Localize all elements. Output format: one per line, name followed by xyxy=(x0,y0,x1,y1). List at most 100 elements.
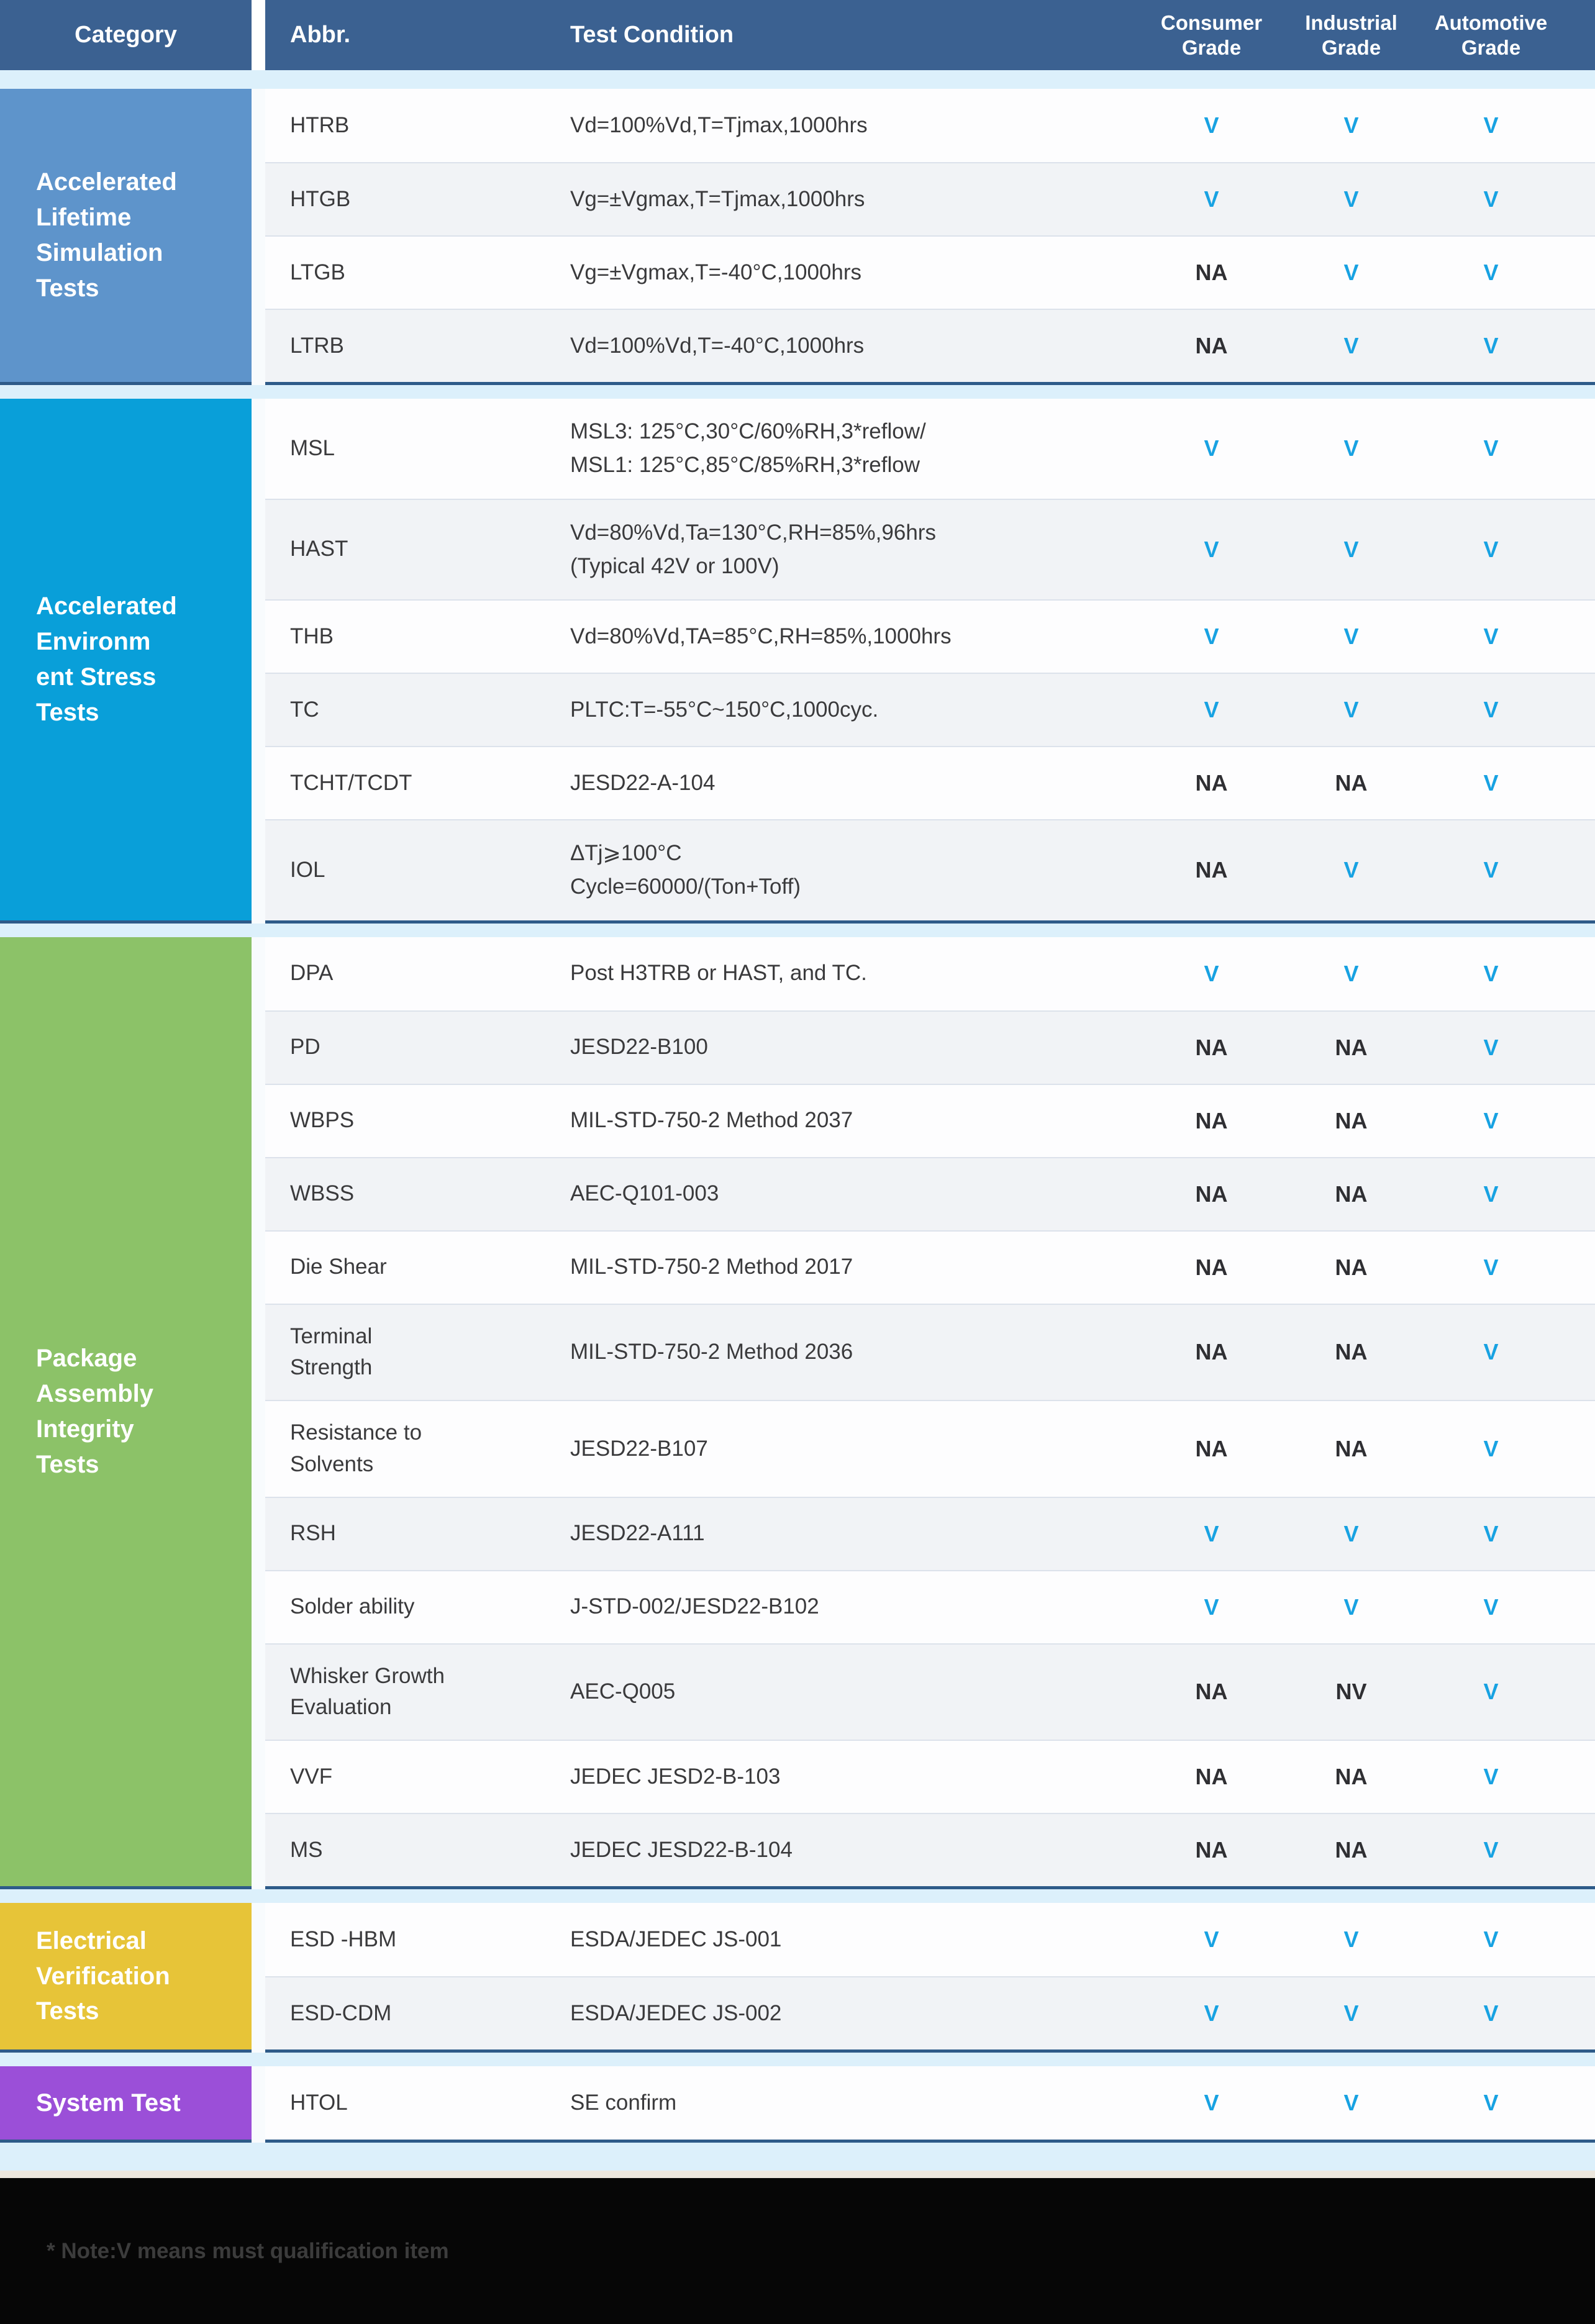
abbr-cell: Terminal Strength xyxy=(290,1323,373,1380)
industrial-grade-cell: V xyxy=(1343,186,1359,212)
industrial-grade-cell: V xyxy=(1343,624,1359,649)
automotive-grade-cell: V xyxy=(1483,624,1499,649)
condition-cell: JESD22-B100 xyxy=(570,1035,708,1060)
section-rows: HTOL SE confirm V V V xyxy=(265,2066,1595,2143)
automotive-grade-cell: V xyxy=(1483,186,1499,212)
abbr-cell: VVF xyxy=(290,1764,333,1789)
column-gutter xyxy=(252,937,265,1889)
consumer-grade-cell: V xyxy=(1204,624,1219,649)
table-row: Solder ability J-STD-002/JESD22-B102 V V V xyxy=(265,1569,1595,1643)
consumer-grade-cell: NA xyxy=(1195,1435,1228,1461)
abbr-cell: RSH xyxy=(290,1521,336,1546)
industrial-grade-cell: NA xyxy=(1335,1435,1368,1461)
abbr-cell: WBPS xyxy=(290,1108,355,1133)
table-row: MSL MSL3: 125°C,30°C/60%RH,3*reflow/ MSL1… xyxy=(265,399,1595,499)
condition-cell: Vd=80%Vd,Ta=130°C,RH=85%,96hrs (Typical … xyxy=(570,520,936,578)
category-cell: Electrical Verification Tests xyxy=(0,1903,252,2053)
consumer-grade-cell: NA xyxy=(1195,1339,1228,1365)
table-row: PD JESD22-B100 NA NA V xyxy=(265,1010,1595,1084)
consumer-grade-cell: V xyxy=(1204,1520,1219,1546)
industrial-grade-cell: NA xyxy=(1335,1181,1368,1207)
industrial-grade-cell: V xyxy=(1343,1927,1359,1952)
condition-cell: JESD22-B107 xyxy=(570,1436,708,1461)
abbr-cell: Whisker Growth Evaluation xyxy=(290,1663,445,1720)
test-section: Accelerated Environm ent Stress Tests MSL… xyxy=(0,399,1595,924)
test-section: System Test HTOL SE confirm V V V xyxy=(0,2066,1595,2143)
abbr-cell: LTRB xyxy=(290,333,344,358)
industrial-grade-cell: V xyxy=(1343,112,1359,138)
automotive-grade-cell: V xyxy=(1483,1520,1499,1546)
column-gutter xyxy=(252,89,265,385)
category-cell: Package Assembly Integrity Tests xyxy=(0,937,252,1889)
table-row: MS JEDEC JESD22-B-104 NA NA V xyxy=(265,1813,1595,1886)
header-consumer-grade: Consumer Grade xyxy=(1160,11,1263,59)
condition-cell: SE confirm xyxy=(570,2090,677,2115)
automotive-grade-cell: V xyxy=(1483,333,1499,358)
industrial-grade-cell: V xyxy=(1343,2090,1359,2115)
industrial-grade-cell: NV xyxy=(1335,1679,1367,1705)
consumer-grade-cell: NA xyxy=(1195,1679,1228,1705)
condition-cell: AEC-Q005 xyxy=(570,1679,676,1704)
consumer-grade-cell: V xyxy=(1204,536,1219,562)
table-row: IOL ΔTj⩾100°C Cycle=60000/(Ton+Toff) NA V V xyxy=(265,819,1595,920)
table-row: ESD -HBM ESDA/JEDEC JS-001 V V V xyxy=(265,1903,1595,1976)
test-section: Electrical Verification Tests ESD -HBM ESD… xyxy=(0,1903,1595,2053)
header-automotive-grade: Automotive Grade xyxy=(1434,11,1548,59)
table-row: Whisker Growth Evaluation AEC-Q005 NA NV V xyxy=(265,1643,1595,1740)
abbr-cell: PD xyxy=(290,1035,320,1060)
condition-cell: JESD22-A111 xyxy=(570,1521,705,1546)
automotive-grade-cell: V xyxy=(1483,2000,1499,2026)
test-section: Accelerated Lifetime Simulation Tests HTR… xyxy=(0,89,1595,385)
header-gutter xyxy=(252,0,265,70)
consumer-grade-cell: V xyxy=(1204,697,1219,722)
section-rows: MSL MSL3: 125°C,30°C/60%RH,3*reflow/ MSL1… xyxy=(265,399,1595,924)
automotive-grade-cell: V xyxy=(1483,435,1499,461)
consumer-grade-cell: NA xyxy=(1195,1837,1228,1863)
table-row: RSH JESD22-A111 V V V xyxy=(265,1496,1595,1570)
table-header-row: Category Abbr. Test Condition Consumer G… xyxy=(0,0,1595,70)
industrial-grade-cell: V xyxy=(1343,333,1359,358)
category-cell: Accelerated Lifetime Simulation Tests xyxy=(0,89,252,385)
abbr-cell: MS xyxy=(290,1837,323,1862)
condition-cell: Vd=100%Vd,T=-40°C,1000hrs xyxy=(570,333,865,358)
table-row: VVF JEDEC JESD2-B-103 NA NA V xyxy=(265,1740,1595,1813)
automotive-grade-cell: V xyxy=(1483,1594,1499,1620)
table-row: HTRB Vd=100%Vd,T=Tjmax,1000hrs V V V xyxy=(265,89,1595,162)
condition-cell: Vd=80%Vd,TA=85°C,RH=85%,1000hrs xyxy=(570,624,952,648)
table-row: DPA Post H3TRB or HAST, and TC. V V V xyxy=(265,937,1595,1010)
abbr-cell: TCHT/TCDT xyxy=(290,770,412,795)
table-row: HTOL SE confirm V V V xyxy=(265,2066,1595,2140)
table-row: LTGB Vg=±Vgmax,T=-40°C,1000hrs NA V V xyxy=(265,235,1595,309)
condition-cell: Vg=±Vgmax,T=-40°C,1000hrs xyxy=(570,260,861,284)
condition-cell: ΔTj⩾100°C Cycle=60000/(Ton+Toff) xyxy=(570,841,801,899)
condition-cell: JESD22-A-104 xyxy=(570,770,716,795)
industrial-grade-cell: NA xyxy=(1335,1107,1368,1133)
condition-cell: J-STD-002/JESD22-B102 xyxy=(570,1594,819,1619)
industrial-grade-cell: V xyxy=(1343,435,1359,461)
consumer-grade-cell: NA xyxy=(1195,857,1228,883)
abbr-cell: HAST xyxy=(290,537,348,561)
table-row: LTRB Vd=100%Vd,T=-40°C,1000hrs NA V V xyxy=(265,309,1595,382)
table-row: THB Vd=80%Vd,TA=85°C,RH=85%,1000hrs V V V xyxy=(265,599,1595,673)
industrial-grade-cell: V xyxy=(1343,697,1359,722)
consumer-grade-cell: NA xyxy=(1195,1034,1228,1060)
automotive-grade-cell: V xyxy=(1483,1181,1499,1207)
abbr-cell: LTGB xyxy=(290,260,345,284)
condition-cell: JEDEC JESD2-B-103 xyxy=(570,1764,781,1789)
category-cell: System Test xyxy=(0,2066,252,2143)
condition-cell: MIL-STD-750-2 Method 2017 xyxy=(570,1255,853,1279)
table-row: Die Shear MIL-STD-750-2 Method 2017 NA NA V xyxy=(265,1230,1595,1304)
table-row: WBPS MIL-STD-750-2 Method 2037 NA NA V xyxy=(265,1083,1595,1157)
industrial-grade-cell: V xyxy=(1343,2000,1359,2026)
condition-cell: AEC-Q101-003 xyxy=(570,1181,719,1206)
consumer-grade-cell: V xyxy=(1204,435,1219,461)
industrial-grade-cell: NA xyxy=(1335,1254,1368,1280)
automotive-grade-cell: V xyxy=(1483,1679,1499,1705)
header-main: Abbr. Test Condition Consumer Grade Indu… xyxy=(265,0,1595,70)
automotive-grade-cell: V xyxy=(1483,857,1499,883)
automotive-grade-cell: V xyxy=(1483,1254,1499,1280)
table-row: TCHT/TCDT JESD22-A-104 NA NA V xyxy=(265,746,1595,819)
consumer-grade-cell: NA xyxy=(1195,1181,1228,1207)
abbr-cell: HTOL xyxy=(290,2090,348,2115)
header-abbr: Abbr. xyxy=(290,22,351,48)
